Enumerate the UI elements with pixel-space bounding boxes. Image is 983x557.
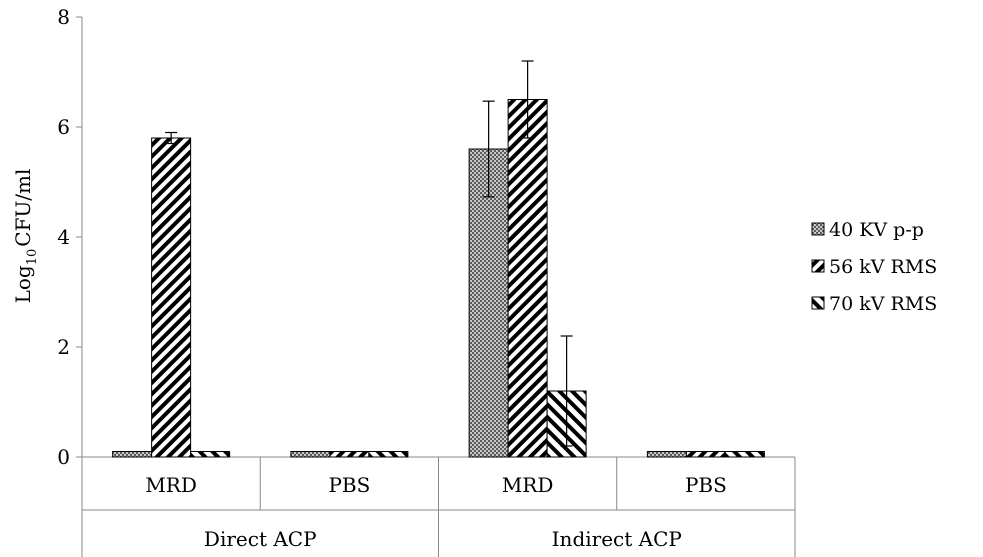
x-group-label: Indirect ACP: [552, 527, 682, 551]
bar: [646, 451, 687, 458]
x-category-label: MRD: [502, 473, 554, 497]
bar: [724, 451, 765, 458]
bar: [329, 451, 370, 458]
legend-swatch: [811, 296, 825, 310]
legend-swatch: [811, 222, 825, 236]
legend-label: 40 KV p-p: [829, 219, 924, 241]
x-axis: MRD PBS MRD PBS Direct ACP Indirect ACP: [81, 456, 796, 557]
bar: [507, 99, 548, 458]
bar: [151, 137, 192, 458]
bar: [290, 451, 331, 458]
y-tick-label: 2: [57, 335, 70, 359]
error-bars: [165, 60, 573, 447]
bar: [685, 451, 726, 458]
y-tick-label: 0: [57, 445, 70, 469]
legend-label: 70 kV RMS: [829, 293, 937, 315]
bar: [190, 451, 231, 458]
x-category-label: MRD: [145, 473, 197, 497]
y-axis-title: Log10CFU/ml: [11, 169, 40, 304]
bar: [468, 148, 509, 458]
x-category-label: PBS: [328, 473, 370, 497]
bars: [112, 99, 765, 458]
bar: [368, 451, 409, 458]
bar: [112, 451, 153, 458]
x-group-label: Direct ACP: [204, 527, 317, 551]
y-axis: 0 2 4 6 8: [57, 5, 83, 469]
y-tick-label: 4: [57, 225, 70, 249]
y-tick-label: 8: [57, 5, 70, 29]
legend-label: 56 kV RMS: [829, 256, 937, 278]
legend-swatch: [811, 259, 825, 273]
x-category-label: PBS: [685, 473, 727, 497]
y-tick-label: 6: [57, 115, 70, 139]
legend: 40 KV p-p 56 kV RMS 70 kV RMS: [811, 219, 937, 315]
